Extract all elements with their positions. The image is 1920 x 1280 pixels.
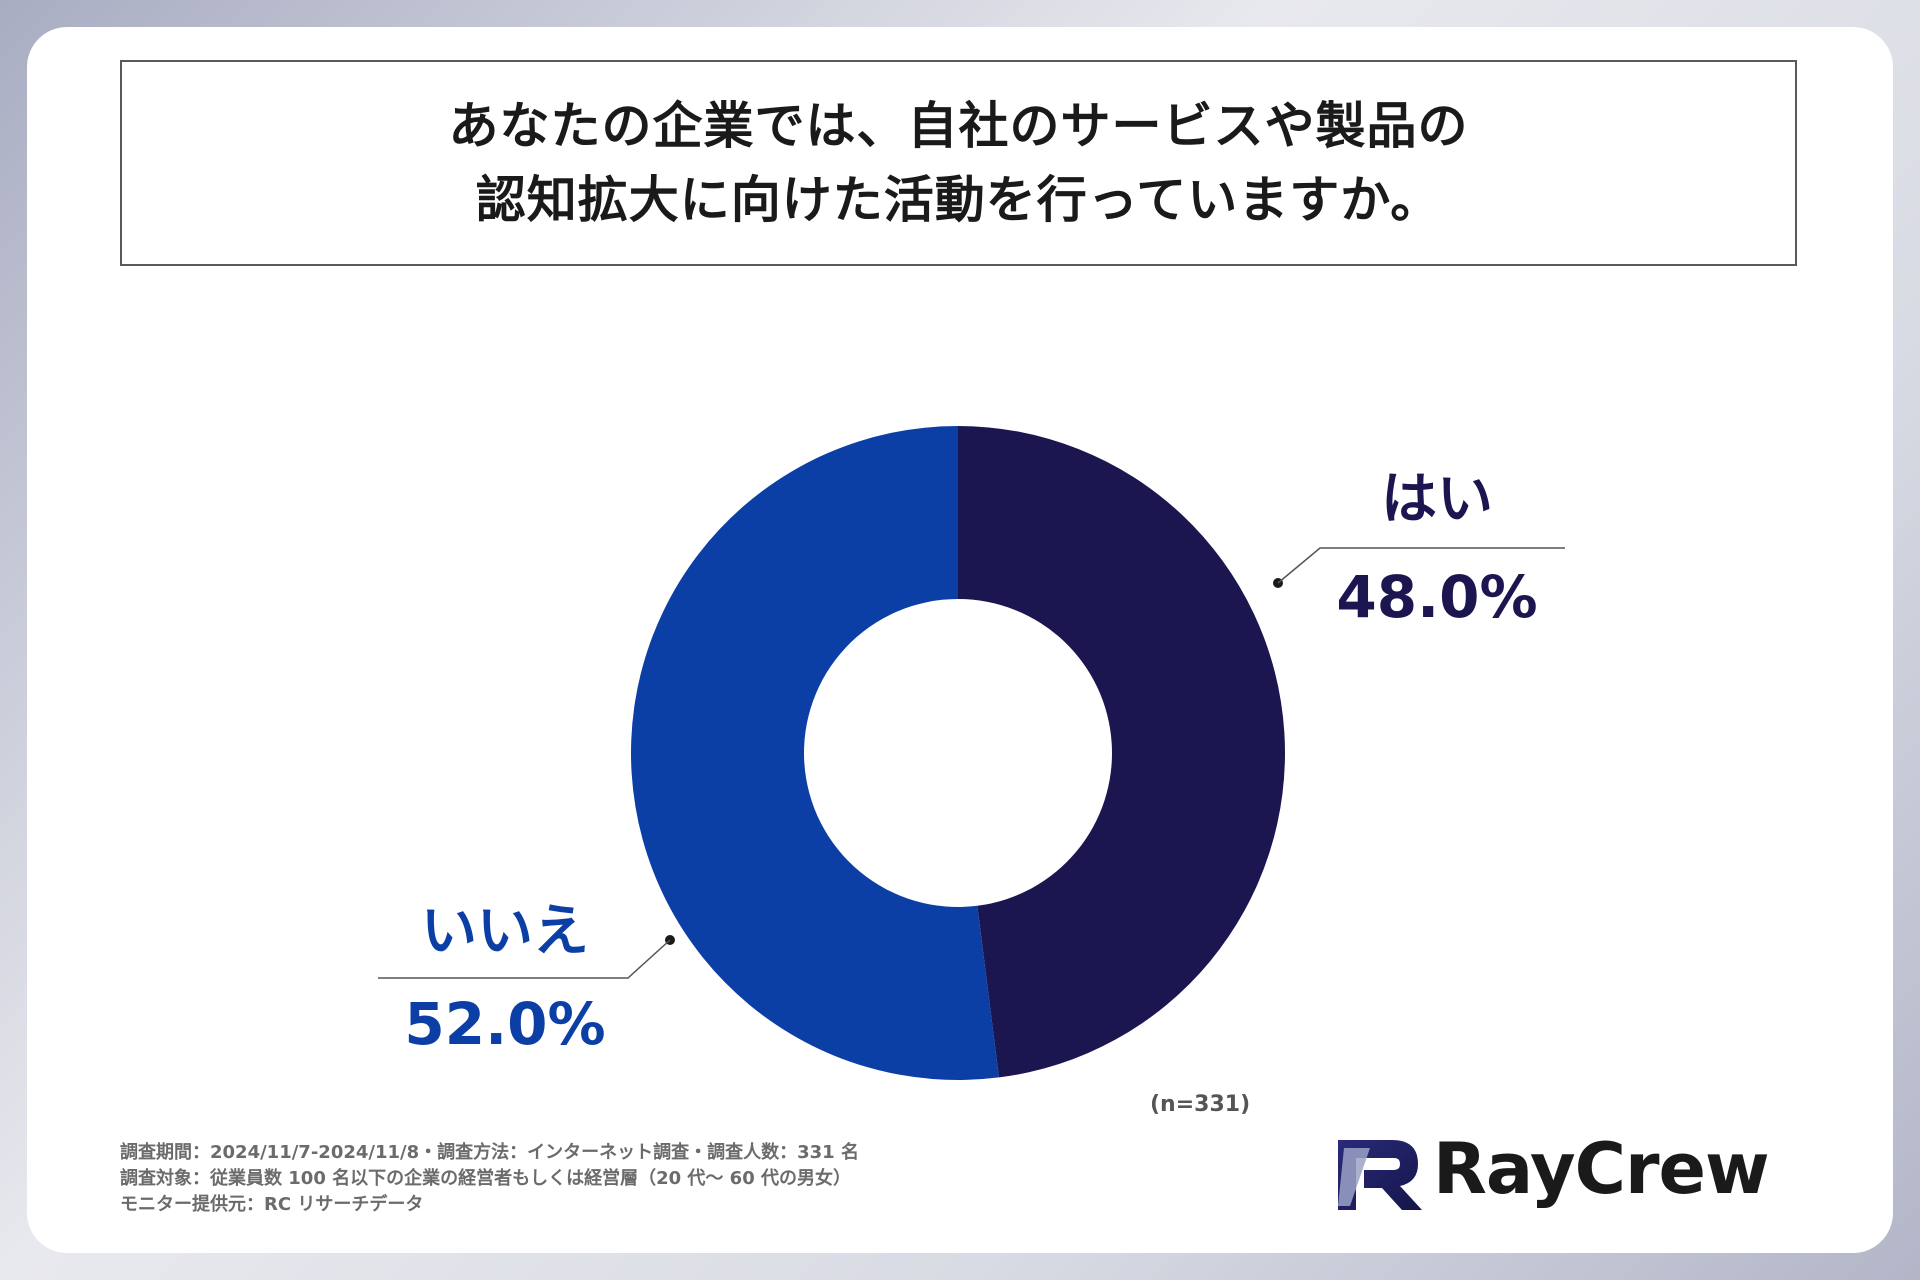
slice-label-no: いいえ	[421, 899, 589, 964]
question-title-box: あなたの企業では、自社のサービスや製品の 認知拡大に向けた活動を行っていますか。	[120, 60, 1797, 266]
callout-line-no	[378, 939, 671, 979]
title-line-1: あなたの企業では、自社のサービスや製品の	[448, 97, 1469, 155]
survey-note-target: 調査対象：従業員数 100 名以下の企業の経営者もしくは経営層（20 代〜 60…	[120, 1168, 852, 1189]
callout-line-yes	[1277, 547, 1565, 584]
raycrew-logo: RayCrew	[1330, 1118, 1800, 1218]
title-line-2: 認知拡大に向けた活動を行っていますか。	[475, 171, 1442, 229]
slice-label-yes: はい	[1381, 467, 1493, 532]
survey-notes: 調査期間：2024/11/7-2024/11/8・調査方法：インターネット調査・…	[120, 1140, 859, 1218]
sample-size-label: (n=331)	[1150, 1092, 1251, 1117]
raycrew-logo-text: RayCrew	[1433, 1128, 1770, 1210]
donut-slice-no	[631, 426, 999, 1080]
slice-value-no: 52.0%	[404, 990, 605, 1058]
survey-note-provider: モニター提供元：RC リサーチデータ	[120, 1194, 424, 1215]
donut-slice-yes	[958, 426, 1285, 1078]
survey-note-period: 調査期間：2024/11/7-2024/11/8・調査方法：インターネット調査・…	[120, 1142, 859, 1163]
raycrew-logo-icon	[1338, 1140, 1422, 1210]
slice-value-yes: 48.0%	[1336, 563, 1537, 631]
